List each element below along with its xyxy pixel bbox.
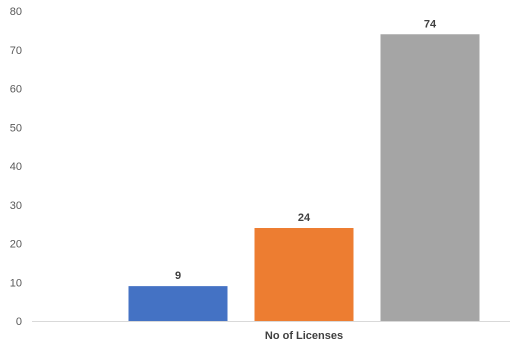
bar-data-label: 24 [298, 212, 311, 224]
y-tick-label: 40 [10, 161, 22, 173]
y-tick-label: 20 [10, 239, 22, 251]
y-tick-label: 80 [10, 6, 22, 18]
bar [254, 228, 354, 321]
data-labels-group: 9 24 74 [175, 18, 437, 282]
bar-data-label: 9 [175, 270, 181, 282]
bar [128, 286, 228, 321]
y-tick-label: 50 [10, 122, 22, 134]
bar [380, 34, 480, 321]
y-tick-label: 10 [10, 277, 22, 289]
x-category-label: No of Licenses [265, 330, 343, 342]
y-axis-ticks: 0 10 20 30 40 50 60 70 80 [10, 6, 22, 328]
y-tick-label: 60 [10, 84, 22, 96]
y-tick-label: 0 [16, 316, 22, 328]
y-tick-label: 30 [10, 200, 22, 212]
y-tick-label: 70 [10, 45, 22, 57]
bar-data-label: 74 [424, 18, 437, 30]
bars-group [128, 34, 480, 321]
